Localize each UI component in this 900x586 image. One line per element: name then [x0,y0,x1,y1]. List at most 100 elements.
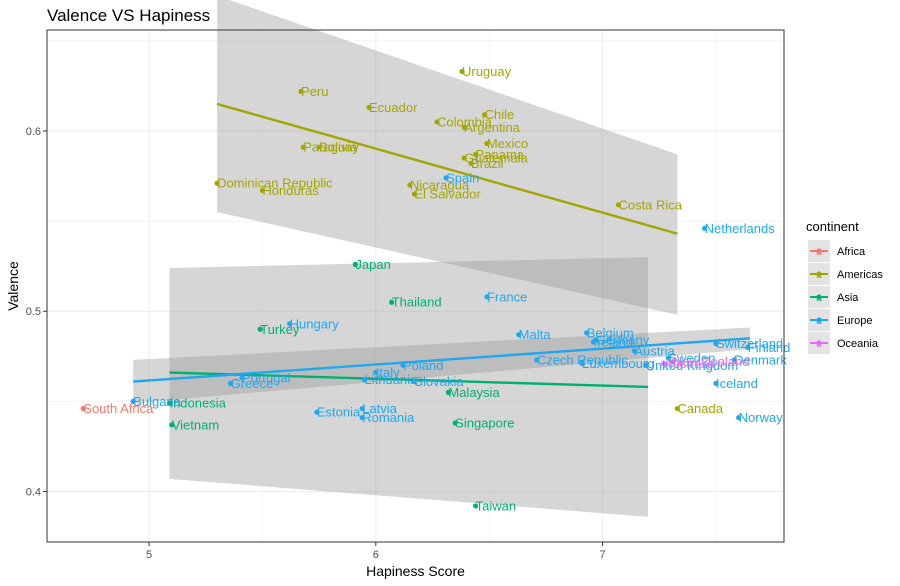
point-label-singapore: Singapore [455,416,514,431]
point-label-peru: Peru [301,84,328,99]
legend-key-point [816,271,822,277]
legend: continent a Africa a Americas a Asia a Europe a O… [806,219,883,354]
legend-label: Africa [837,246,866,258]
legend-key-glyph: a [816,339,822,350]
legend-item-americas: a Americas [808,263,883,285]
point-panama [472,151,479,157]
point-label-nicaragua: Nicaragua [410,178,470,193]
scatter-points [80,68,751,509]
plot-panel-border [46,29,785,543]
point-latvia [359,405,365,412]
point-honduras [259,187,266,194]
point-label-chile: Chile [485,107,515,122]
point-label-sweden: Sweden [668,351,715,366]
point-turkey [257,326,263,332]
y-tick-label: 0.4 [26,487,41,499]
point-greece [228,380,234,386]
point-label-denmark: Denmark [734,352,787,367]
point-thailand [389,299,395,305]
point-label-thailand: Thailand [392,295,442,310]
point-label-ecuador: Ecuador [369,100,418,115]
point-label-norway: Norway [739,410,784,425]
legend-item-europe: a Europe [808,309,872,331]
point-labels: South Africa Uruguay Peru Ecuador ChileColom… [83,64,790,513]
point-label-panama: Panama [476,147,525,162]
point-sweden [665,355,671,361]
point-finland [745,344,751,350]
point-label-uruguay: Uruguay [462,64,512,79]
point-label-italy: Italy [376,365,400,380]
point-el-salvador [411,191,417,197]
point-label-netherlands: Netherlands [705,221,776,236]
point-canada [674,405,681,412]
point-costa-rica [615,202,622,208]
point-peru [298,88,304,94]
point-label-austria: Austria [634,343,675,358]
point-label-poland: Poland [403,358,443,373]
legend-label: Oceania [837,338,879,350]
point-nicaragua [407,182,413,188]
point-label-vietnam: Vietnam [172,417,219,432]
point-brazil [468,160,474,167]
point-switzerland [713,341,719,347]
point-portugal [239,375,245,381]
point-label-iceland: Iceland [716,376,758,391]
point-japan [352,261,359,267]
point-label-slovakia: Slovakia [414,374,464,389]
y-axis-title: Valence [5,261,21,311]
point-indonesia [166,400,173,406]
point-romania [359,415,365,421]
fit-line-asia [169,371,648,389]
x-axis-title: Hapiness Score [366,563,465,579]
point-slovakia [411,378,417,385]
point-label-ireland: Ireland [594,334,634,349]
confidence-band-europe [133,327,750,404]
point-poland [400,362,406,368]
point-label-brazil: Brazil [471,156,504,171]
point-label-paraguay: Paraguay [303,140,359,155]
confidence-band-americas [217,0,678,315]
point-estonia [314,409,320,415]
legend-key-point [816,317,822,323]
point-luxembourg [579,360,585,367]
point-label-colombia: Colombia [437,114,493,129]
point-dominican-republic [214,180,220,186]
point-vietnam [169,422,175,428]
point-label-dominican-republic: Dominican Republic [217,176,333,191]
legend-item-africa: a Africa [808,240,866,262]
point-label-hungary: Hungary [290,316,340,331]
legend-label: Europe [837,315,872,327]
point-spain [443,175,449,181]
point-hungary [287,321,293,327]
point-label-guatemala: Guatemala [464,151,528,166]
point-australia [661,360,667,367]
point-label-united-kingdom: United Kingdom [646,358,739,373]
legend-key-point [816,340,822,346]
point-germany [593,337,599,343]
x-tick-label: 5 [146,549,152,561]
point-label-argentina: Argentina [464,120,520,135]
fit-line-europe [133,337,751,383]
point-label-luxembourg: Luxembourg [582,356,654,371]
legend-key-point [816,248,822,254]
point-france [484,294,490,300]
legend-key-glyph: a [816,270,822,281]
y-tick-label: 0.5 [26,306,41,318]
point-label-new-zealand: New Zealand [673,354,750,369]
point-austria [631,348,637,354]
point-guatemala [461,155,467,161]
point-label-el-salvador: El Salvador [414,187,481,202]
x-tick-label: 6 [373,549,379,561]
point-south-africa [80,405,86,412]
point-label-germany: Germany [596,333,650,348]
point-paraguay [300,144,306,150]
point-singapore [452,420,458,426]
point-denmark [731,357,737,363]
point-label-turkey: Turkey [260,322,300,337]
point-label-latvia: Latvia [362,401,397,416]
point-mexico [484,140,490,147]
chart-title: Valence VS Hapiness [47,6,210,25]
point-label-france: France [487,289,527,304]
point-label-portugal: Portugal [242,370,291,385]
